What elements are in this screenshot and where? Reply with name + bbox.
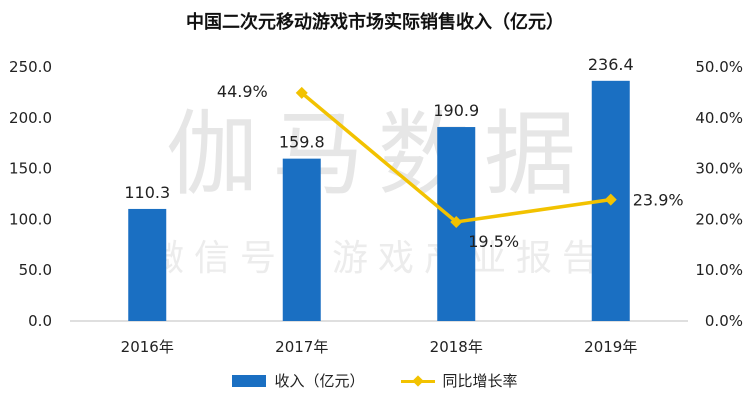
bar-revenue (282, 158, 321, 321)
growth-data-label: 23.9% (633, 191, 684, 210)
watermark: 伽马数据 微信号：游戏产业报告 (148, 101, 608, 279)
y-left-tick-label: 150.0 (9, 160, 52, 178)
bar-data-label: 190.9 (433, 101, 479, 120)
x-tick-label: 2016年 (121, 338, 174, 356)
y-left-tick-label: 0.0 (28, 312, 52, 330)
watermark-sub-text: 微信号：游戏产业报告 (148, 238, 608, 279)
growth-data-label: 19.5% (468, 232, 519, 251)
legend-label-revenue: 收入（亿元） (274, 372, 365, 390)
chart-title: 中国二次元移动游戏市场实际销售收入（亿元） (186, 12, 564, 33)
growth-point-marker (604, 193, 617, 206)
bar-data-label: 159.8 (279, 133, 325, 152)
y-left-tick-label: 200.0 (9, 109, 52, 127)
growth-point-marker (295, 86, 308, 99)
y-right-tick-label: 30.0% (695, 160, 743, 178)
bar-revenue (128, 208, 167, 321)
legend: 收入（亿元） 同比增长率 (0, 370, 750, 391)
legend-bar-swatch (232, 374, 267, 387)
y-left-tick-label: 100.0 (9, 210, 52, 228)
y-right-tick-label: 50.0% (695, 58, 743, 76)
y-right-tick-label: 0.0% (705, 312, 743, 330)
x-tick-label: 2019年 (584, 338, 637, 356)
y-right-tick-label: 20.0% (695, 210, 743, 228)
y-right-tick-label: 40.0% (695, 109, 743, 127)
growth-data-label: 44.9% (217, 82, 268, 101)
bar-data-label: 110.3 (124, 183, 170, 202)
bar-data-label: 236.4 (588, 55, 634, 74)
growth-point-marker (450, 215, 463, 228)
watermark-main-text: 伽马数据 (166, 101, 590, 208)
x-tick-label: 2017年 (275, 338, 328, 356)
legend-item-revenue: 收入（亿元） (232, 370, 365, 391)
y-left-tick-label: 250.0 (9, 58, 52, 76)
legend-label-growth: 同比增长率 (442, 372, 518, 390)
legend-line-swatch (400, 374, 435, 387)
y-right-tick-label: 10.0% (695, 261, 743, 279)
y-left-tick-label: 50.0 (19, 261, 52, 279)
x-tick-label: 2018年 (430, 338, 483, 356)
legend-item-growth: 同比增长率 (400, 370, 518, 391)
